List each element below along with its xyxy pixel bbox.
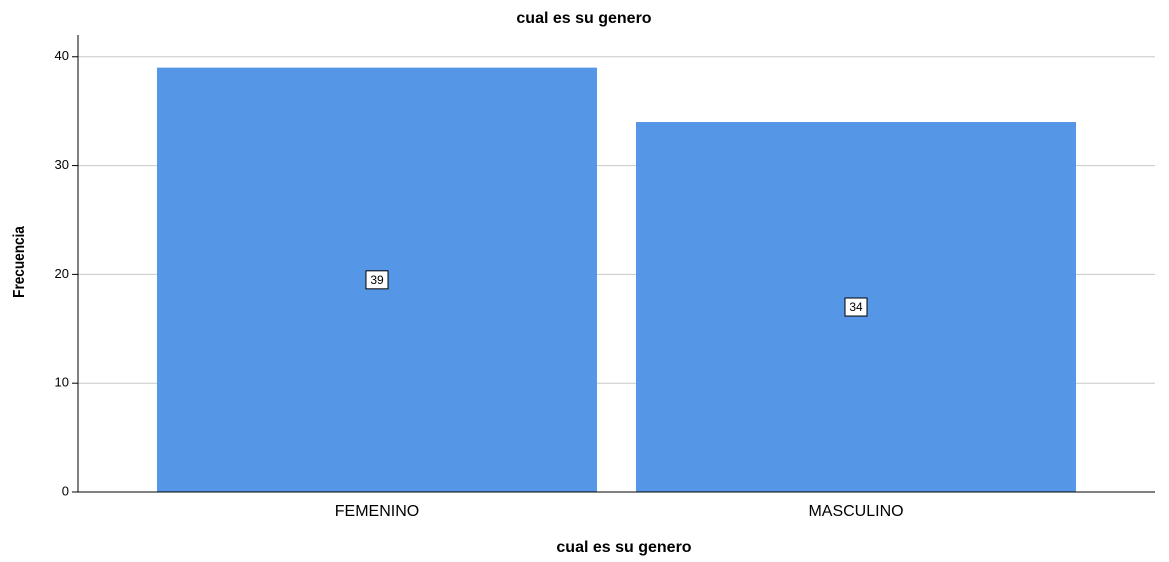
y-tick-label: 20: [55, 266, 69, 281]
y-tick-label: 30: [55, 157, 69, 172]
data-label: 39: [370, 273, 384, 287]
data-label: 34: [849, 300, 863, 314]
y-tick-label: 10: [55, 375, 69, 390]
data-label-box: [365, 270, 389, 290]
x-tick-label: FEMENINO: [335, 503, 419, 520]
y-axis-label: Frecuencia: [11, 225, 28, 297]
x-axis-label: cual es su genero: [556, 539, 691, 556]
chart-title: cual es su genero: [516, 10, 651, 27]
y-tick-label: 40: [55, 48, 69, 63]
data-label-box: [844, 297, 868, 317]
x-tick-label: MASCULINO: [808, 503, 903, 520]
y-tick-label: 0: [62, 483, 69, 498]
